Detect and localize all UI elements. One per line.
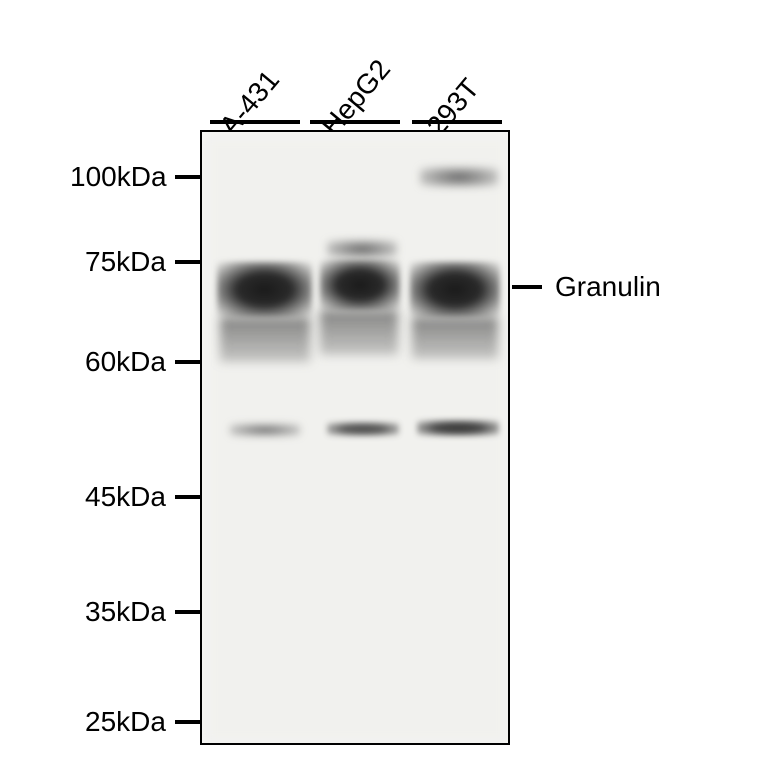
blot-diagram: A-431 HepG2 293T 100kDa 75kDa 60kDa 45kD… xyxy=(0,0,764,764)
lane-label-2: HepG2 xyxy=(315,53,397,142)
blot-band xyxy=(420,167,498,187)
blot-band xyxy=(320,310,398,355)
mw-label: 60kDa xyxy=(85,346,166,378)
protein-name-label: Granulin xyxy=(555,271,661,303)
blot-band xyxy=(410,262,500,317)
blot-band xyxy=(230,424,300,436)
lane-bar xyxy=(310,120,400,124)
mw-label: 45kDa xyxy=(85,481,166,513)
blot-background xyxy=(202,132,510,745)
mw-label: 25kDa xyxy=(85,706,166,738)
blot-band xyxy=(320,260,400,310)
blot-band xyxy=(220,317,310,362)
lane-bar xyxy=(210,120,300,124)
blot-band xyxy=(327,422,399,436)
blot-band xyxy=(217,262,312,317)
mw-label: 35kDa xyxy=(85,596,166,628)
blot-image xyxy=(200,130,510,745)
blot-band xyxy=(417,420,499,436)
mw-label: 100kDa xyxy=(70,161,167,193)
lane-bar xyxy=(412,120,502,124)
mw-tick xyxy=(175,360,200,364)
mw-tick xyxy=(175,720,200,724)
protein-tick xyxy=(512,285,542,289)
mw-tick xyxy=(175,175,200,179)
mw-tick xyxy=(175,260,200,264)
mw-tick xyxy=(175,610,200,614)
mw-tick xyxy=(175,495,200,499)
mw-label: 75kDa xyxy=(85,246,166,278)
blot-band xyxy=(327,240,397,258)
blot-band xyxy=(412,317,498,359)
